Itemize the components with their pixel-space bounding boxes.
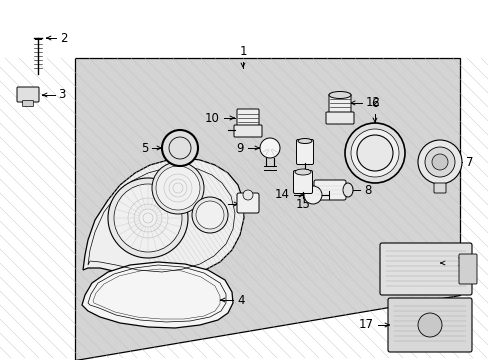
Circle shape xyxy=(156,166,200,210)
Circle shape xyxy=(196,201,224,229)
FancyBboxPatch shape xyxy=(325,112,353,124)
Circle shape xyxy=(260,138,280,158)
Circle shape xyxy=(152,162,203,214)
Text: 2: 2 xyxy=(60,31,67,45)
FancyBboxPatch shape xyxy=(458,254,476,284)
FancyBboxPatch shape xyxy=(237,109,259,127)
FancyBboxPatch shape xyxy=(237,193,259,213)
Ellipse shape xyxy=(342,183,352,197)
Circle shape xyxy=(243,190,252,200)
Polygon shape xyxy=(75,58,459,360)
Circle shape xyxy=(114,184,182,252)
Circle shape xyxy=(417,140,461,184)
Text: 8: 8 xyxy=(363,184,370,197)
Text: 5: 5 xyxy=(141,141,148,154)
FancyBboxPatch shape xyxy=(379,243,471,295)
Polygon shape xyxy=(83,158,244,279)
Ellipse shape xyxy=(297,139,311,144)
Ellipse shape xyxy=(328,91,350,99)
Text: 14: 14 xyxy=(274,189,289,202)
Circle shape xyxy=(345,123,404,183)
FancyBboxPatch shape xyxy=(328,94,350,114)
Text: 6: 6 xyxy=(370,97,378,110)
Text: 3: 3 xyxy=(58,89,65,102)
Text: 9: 9 xyxy=(236,141,244,154)
Text: 15: 15 xyxy=(295,198,310,211)
Circle shape xyxy=(431,154,447,170)
Circle shape xyxy=(417,313,441,337)
FancyBboxPatch shape xyxy=(234,125,262,137)
FancyBboxPatch shape xyxy=(296,139,313,165)
Text: 17: 17 xyxy=(358,319,373,332)
Circle shape xyxy=(304,186,321,204)
Text: 11: 11 xyxy=(297,183,312,196)
Circle shape xyxy=(350,129,398,177)
Circle shape xyxy=(192,197,227,233)
Ellipse shape xyxy=(294,169,310,175)
Text: 7: 7 xyxy=(465,156,472,168)
Circle shape xyxy=(108,178,187,258)
Text: 13: 13 xyxy=(209,198,224,211)
FancyBboxPatch shape xyxy=(17,87,39,102)
Text: 16: 16 xyxy=(456,256,471,270)
FancyBboxPatch shape xyxy=(293,171,312,194)
Text: 10: 10 xyxy=(204,112,220,125)
FancyBboxPatch shape xyxy=(22,100,34,107)
Polygon shape xyxy=(82,262,232,328)
Circle shape xyxy=(424,147,454,177)
Circle shape xyxy=(356,135,392,171)
FancyBboxPatch shape xyxy=(313,180,346,200)
Text: 4: 4 xyxy=(237,293,244,306)
FancyBboxPatch shape xyxy=(387,298,471,352)
FancyBboxPatch shape xyxy=(433,183,445,193)
Text: 1: 1 xyxy=(239,45,246,58)
Circle shape xyxy=(162,130,198,166)
Text: 12: 12 xyxy=(365,96,380,109)
